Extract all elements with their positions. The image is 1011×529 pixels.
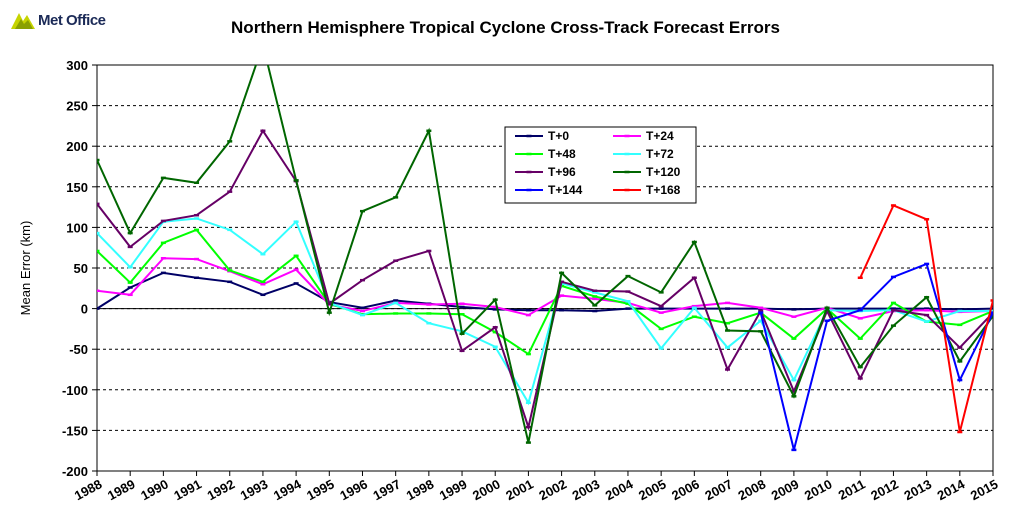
series-tplus-0 xyxy=(97,271,993,313)
y-tick-label: 50 xyxy=(74,261,88,276)
series-line xyxy=(97,271,993,313)
x-tick-label: 2001 xyxy=(503,476,536,503)
legend-label: T+120 xyxy=(646,165,681,179)
y-tick-label: -200 xyxy=(62,464,88,479)
series-line xyxy=(97,65,993,443)
x-tick-label: 1999 xyxy=(437,476,470,503)
logo-text: Met Office xyxy=(38,11,106,29)
legend-label: T+24 xyxy=(646,129,674,143)
series-line xyxy=(97,228,993,356)
x-tick-label: 2011 xyxy=(836,476,868,502)
x-tick-label: 1988 xyxy=(72,476,105,503)
legend-label: T+0 xyxy=(548,129,569,143)
legend: T+0 T+24 T+48 T+72 T+96 T+120 T+144 T+168 xyxy=(504,126,697,204)
series-lines xyxy=(97,65,993,452)
x-tick-label: 2008 xyxy=(736,476,769,503)
y-tick-label: -100 xyxy=(62,383,88,398)
y-axis: -200 -150 -100 -50 0 50 100 150 200 250 300 xyxy=(62,58,97,479)
series-tplus-48 xyxy=(97,228,993,356)
met-office-logo: Met Office xyxy=(10,6,106,34)
legend-label: T+144 xyxy=(548,183,583,197)
x-tick-label: 2012 xyxy=(868,476,901,503)
x-tick-label: 2003 xyxy=(570,476,603,503)
y-tick-label: 300 xyxy=(66,58,88,73)
x-tick-label: 1997 xyxy=(370,476,403,503)
x-tick-label: 1996 xyxy=(337,476,370,503)
x-tick-label: 2015 xyxy=(968,476,1001,503)
y-tick-label: -50 xyxy=(69,342,88,357)
x-tick-label: 2007 xyxy=(702,476,735,503)
x-tick-label: 2006 xyxy=(669,476,702,503)
x-tick-label: 2010 xyxy=(802,476,835,503)
series-tplus-144 xyxy=(758,262,993,452)
y-tick-label: 250 xyxy=(66,99,88,114)
x-tick-label: 1993 xyxy=(238,476,271,503)
chart-title: Northern Hemisphere Tropical Cyclone Cro… xyxy=(231,18,780,37)
y-tick-label: -150 xyxy=(62,423,88,438)
legend-label: T+48 xyxy=(548,147,576,161)
x-tick-label: 1995 xyxy=(304,476,337,503)
x-tick-label: 2014 xyxy=(935,476,968,503)
x-tick-label: 1992 xyxy=(205,476,238,503)
x-tick-label: 2002 xyxy=(536,476,569,503)
series-line xyxy=(97,257,993,320)
x-tick-label: 1990 xyxy=(138,476,171,503)
y-tick-label: 100 xyxy=(66,220,88,235)
x-tick-label: 2005 xyxy=(636,476,669,503)
x-axis: 1988 1989 1990 1991 1992 1993 1994 1995 1996 1997… xyxy=(72,471,1001,503)
x-tick-label: 1998 xyxy=(404,476,437,503)
x-tick-label: 2013 xyxy=(901,476,934,503)
series-tplus-120 xyxy=(97,65,993,444)
y-tick-label: 0 xyxy=(81,302,88,317)
series-line xyxy=(759,262,993,451)
legend-label: T+96 xyxy=(548,165,576,179)
x-tick-label: 1991 xyxy=(171,476,204,503)
x-tick-label: 1989 xyxy=(105,476,138,503)
series-line xyxy=(97,217,993,406)
legend-label: T+72 xyxy=(646,147,674,161)
y-tick-label: 200 xyxy=(66,139,88,154)
y-tick-label: 150 xyxy=(66,180,88,195)
series-tplus-168 xyxy=(857,204,993,434)
x-tick-label: 2000 xyxy=(470,476,503,503)
y-axis-label: Mean Error (km) xyxy=(18,221,33,316)
x-tick-label: 2009 xyxy=(769,476,802,503)
x-tick-label: 1994 xyxy=(271,476,304,503)
logo-mark-icon xyxy=(11,13,35,29)
x-tick-label: 2004 xyxy=(603,476,636,503)
legend-label: T+168 xyxy=(646,183,681,197)
